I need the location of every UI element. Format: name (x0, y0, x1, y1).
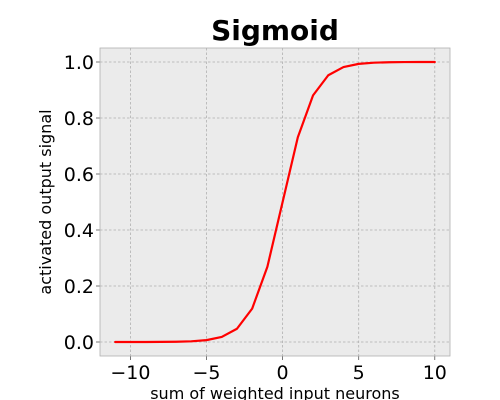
x-tick-label: −5 (193, 362, 221, 384)
sigmoid-series-line (114, 60, 436, 344)
tick-labels: −10 −5 0 5 10 0.0 0.2 0.4 0.6 0.8 1.0 (64, 52, 447, 384)
x-tick-label: −10 (110, 362, 150, 384)
y-tick-label: 1.0 (64, 52, 94, 74)
y-tick-label: 0.2 (64, 276, 94, 298)
y-tick-label: 0.4 (64, 220, 94, 242)
plot-area (100, 48, 450, 356)
y-tick-label: 0.8 (64, 108, 94, 130)
plot-frame (99, 47, 451, 357)
x-axis-label: sum of weighted input neurons (150, 384, 400, 400)
x-tick-label: 0 (277, 362, 289, 384)
x-tick-label: 10 (423, 362, 447, 384)
y-tick-label: 0.6 (64, 164, 94, 186)
y-tick-label: 0.0 (64, 332, 94, 354)
x-tick-label: 5 (353, 362, 365, 384)
y-axis-label: activated output signal (36, 109, 55, 294)
ticks (96, 61, 436, 360)
chart-title: Sigmoid (211, 14, 339, 47)
series-layer (114, 60, 436, 344)
